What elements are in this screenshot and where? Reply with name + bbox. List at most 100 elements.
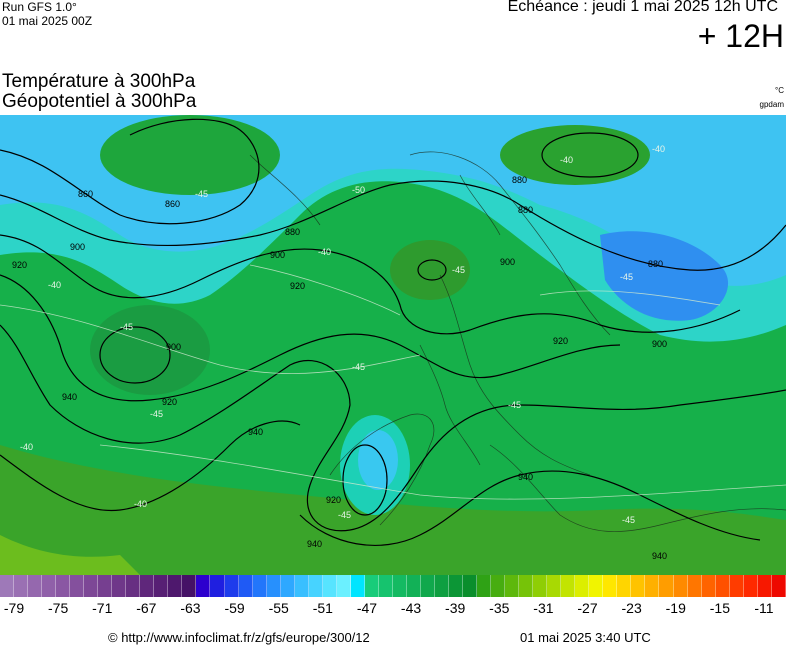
- green-low-north: [100, 115, 280, 195]
- scale-color-cell: [0, 575, 15, 597]
- contour-labels: 860 860 880 880 880 880 900 900 900 900 …: [12, 175, 667, 561]
- warm-belt-south: [0, 445, 786, 575]
- warm-patch-southwest: [0, 535, 140, 575]
- temp-label: -45: [508, 400, 521, 410]
- contour-label: 900: [500, 257, 515, 267]
- scale-color-cell: [168, 575, 183, 597]
- scale-tick-labels: -79 -75 -71 -67 -63 -59 -55 -51 -47 -43 -39 -35 -31 -…: [0, 600, 786, 620]
- cold-blue-east: [600, 231, 729, 321]
- scale-color-cell: [42, 575, 57, 597]
- contour-label: 880: [648, 259, 663, 269]
- scale-tick-label: -79: [3, 600, 25, 616]
- scale-color-cell: [140, 575, 155, 597]
- scale-tick-label: -71: [92, 600, 113, 616]
- scale-color-cell: [224, 575, 239, 597]
- run-title: Run GFS 1.0°: [2, 0, 77, 14]
- scale-color-cell: [771, 575, 786, 597]
- scale-color-cell: [28, 575, 43, 597]
- scale-color-cell: [210, 575, 225, 597]
- scale-tick-label: -47: [356, 600, 378, 616]
- contour-label: 860: [78, 189, 93, 199]
- temp-label: -50: [352, 185, 365, 195]
- contour-label: 920: [162, 397, 177, 407]
- temp-label: -45: [452, 265, 465, 275]
- contour-label: 920: [326, 495, 341, 505]
- scale-color-cell: [336, 575, 351, 597]
- contour-label: 900: [652, 339, 667, 349]
- scale-color-cell: [575, 575, 590, 597]
- unit-temperature: °C: [775, 86, 784, 95]
- scale-color-cell: [238, 575, 253, 597]
- scale-color-cell: [463, 575, 478, 597]
- scale-color-cell: [687, 575, 702, 597]
- scale-color-cell: [547, 575, 562, 597]
- scale-tick-label: -75: [47, 600, 69, 616]
- scale-color-cell: [252, 575, 267, 597]
- scale-tick-label: -55: [268, 600, 289, 616]
- temp-label: -40: [48, 280, 61, 290]
- scale-color-cell: [645, 575, 660, 597]
- scale-tick-label: -27: [577, 600, 598, 616]
- scale-color-cell: [266, 575, 281, 597]
- scale-tick-label: -67: [136, 600, 157, 616]
- temp-label: -45: [338, 510, 351, 520]
- unit-geopotential: gpdam: [759, 100, 784, 109]
- temp-label: -45: [120, 322, 133, 332]
- scale-tick-label: -51: [312, 600, 333, 616]
- geopotential-contours: [0, 118, 786, 546]
- temp-label: -45: [150, 409, 163, 419]
- scale-tick-label: -11: [754, 600, 774, 616]
- scale-color-cell: [98, 575, 113, 597]
- lead-time: + 12H: [697, 18, 784, 54]
- contour-label: 940: [248, 427, 263, 437]
- scale-color-cell: [14, 575, 29, 597]
- scale-color-cell: [715, 575, 730, 597]
- contour-label: 920: [553, 336, 568, 346]
- scale-color-cell: [434, 575, 449, 597]
- scale-tick-label: -59: [224, 600, 245, 616]
- scale-tick-label: -31: [533, 600, 554, 616]
- temperature-color-scale: [0, 575, 786, 597]
- weather-map: 860 860 880 880 880 880 900 900 900 900 …: [0, 115, 786, 575]
- scale-color-cell: [364, 575, 379, 597]
- scale-color-cell: [182, 575, 197, 597]
- source-url: © http://www.infoclimat.fr/z/gfs/europe/…: [108, 630, 370, 645]
- scale-color-cell: [196, 575, 211, 597]
- contour-label: 920: [12, 260, 27, 270]
- scale-color-cell: [631, 575, 646, 597]
- scale-color-cell: [420, 575, 435, 597]
- scale-tick-label: -43: [400, 600, 422, 616]
- scale-color-cell: [743, 575, 758, 597]
- temp-label: -40: [134, 499, 147, 509]
- scale-color-cell: [126, 575, 141, 597]
- scale-color-cell: [519, 575, 534, 597]
- contour-label: 900: [270, 250, 285, 260]
- scale-color-cell: [378, 575, 393, 597]
- scale-color-cell: [308, 575, 323, 597]
- map-title-geopotential: Géopotentiel à 300hPa: [2, 91, 197, 112]
- scale-color-cell: [673, 575, 688, 597]
- scale-color-cell: [505, 575, 520, 597]
- scale-color-cell: [350, 575, 365, 597]
- scale-color-cell: [294, 575, 309, 597]
- scale-tick-label: -23: [621, 600, 642, 616]
- contour-label: 880: [285, 227, 300, 237]
- map-title-temperature: Température à 300hPa: [2, 71, 196, 92]
- scale-color-cell: [757, 575, 772, 597]
- contour-label: 920: [290, 281, 305, 291]
- scale-tick-label: -19: [665, 600, 686, 616]
- scale-color-cell: [603, 575, 618, 597]
- temp-label: -45: [352, 362, 365, 372]
- green-low-atlantic: [90, 305, 210, 395]
- scale-tick-label: -39: [445, 600, 466, 616]
- temp-label: -40: [560, 155, 573, 165]
- scale-color-cell: [491, 575, 506, 597]
- temperature-labels: -40 -45 -50 -45 -40 -45 -45 -40 -45 -40 …: [20, 144, 665, 525]
- contour-label: 900: [166, 342, 181, 352]
- contour-label: 880: [518, 205, 533, 215]
- scale-color-cell: [729, 575, 744, 597]
- scale-color-cell: [392, 575, 407, 597]
- scale-color-cell: [154, 575, 169, 597]
- temp-label: -40: [652, 144, 665, 154]
- scale-color-cell: [322, 575, 337, 597]
